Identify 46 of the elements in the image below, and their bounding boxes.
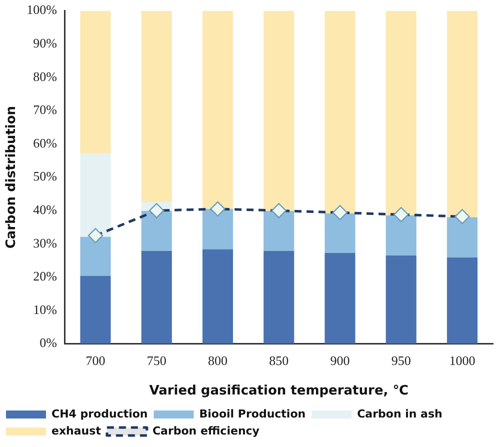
- y-axis-title: Carbon distribution: [4, 106, 20, 249]
- y-tick-label: 60%: [33, 135, 58, 150]
- bar: [446, 10, 478, 218]
- bar: [264, 250, 294, 344]
- x-tick-label: 700: [86, 353, 106, 368]
- y-tick-label: 70%: [33, 102, 58, 118]
- bar: [324, 10, 356, 214]
- legend-label: Biooil Production: [199, 407, 306, 420]
- bar: [264, 210, 294, 251]
- bar: [141, 210, 172, 251]
- legend-label: exhaust: [52, 424, 101, 438]
- y-tick-label: 40%: [33, 202, 58, 218]
- y-tick-label: 0%: [40, 335, 58, 350]
- x-tick-label: 750: [146, 353, 166, 368]
- y-tick-label: 100%: [26, 2, 58, 18]
- y-tick-label: 30%: [33, 235, 58, 250]
- bar: [386, 10, 416, 216]
- bar: [202, 10, 234, 209]
- bar: [386, 256, 416, 344]
- y-tick-label: 10%: [33, 302, 58, 317]
- bar: [324, 252, 356, 344]
- x-axis-title: Varied gasification temperature, ℃: [149, 384, 408, 399]
- bar: [141, 250, 172, 344]
- legend-label: CH4 production: [52, 407, 148, 420]
- bar: [202, 208, 234, 250]
- x-tick-label: 850: [269, 353, 289, 368]
- x-tick-label: 900: [330, 353, 350, 368]
- legend-label: Carbon in ash: [357, 407, 442, 420]
- bar: [324, 213, 356, 253]
- y-tick-label: 20%: [33, 268, 58, 284]
- bar: [264, 10, 294, 211]
- y-tick-label: 50%: [33, 168, 58, 184]
- bar: [446, 217, 478, 258]
- bar: [80, 236, 111, 276]
- legend-label: Carbon efficiency: [152, 424, 260, 438]
- y-tick-label: 90%: [33, 36, 58, 51]
- bar: [386, 215, 416, 256]
- x-tick-label: 800: [208, 353, 228, 368]
- bar: [141, 10, 172, 202]
- bar: [80, 276, 111, 344]
- bar: [202, 249, 234, 344]
- bar: [80, 10, 111, 154]
- bar: [446, 258, 478, 344]
- y-tick-label: 80%: [33, 68, 58, 84]
- x-tick-label: 1000: [449, 353, 476, 368]
- x-tick-label: 950: [391, 353, 411, 368]
